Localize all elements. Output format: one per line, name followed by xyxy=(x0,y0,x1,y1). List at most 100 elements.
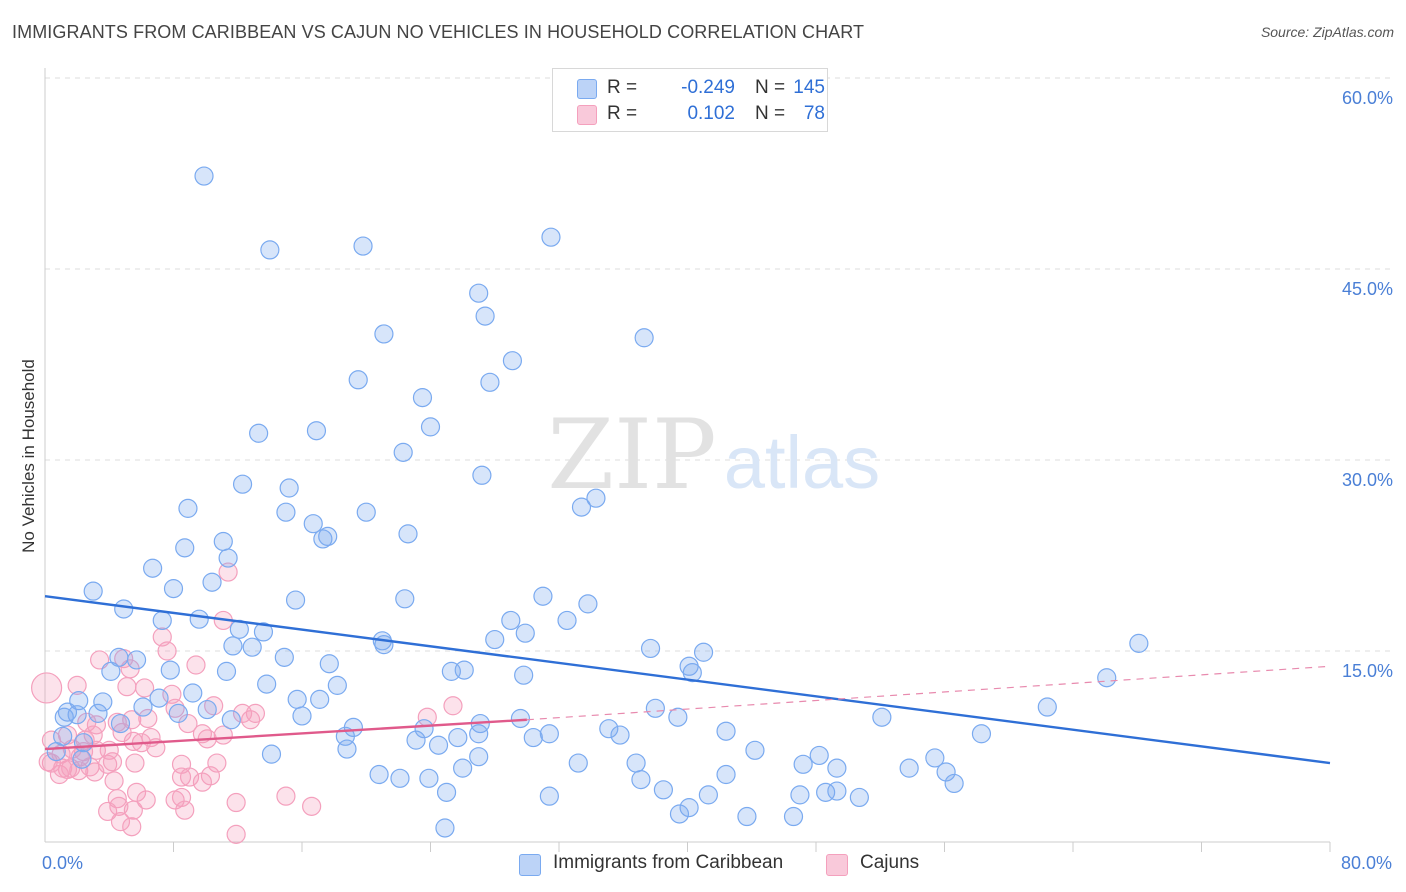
caribbean-point xyxy=(626,753,646,773)
caribbean-point xyxy=(242,637,262,657)
legend-r-value-caribbean: -0.249 xyxy=(681,77,735,98)
source-label: Source: ZipAtlas.com xyxy=(1260,24,1394,40)
caribbean-point xyxy=(1097,668,1117,688)
caribbean-series-points xyxy=(46,166,1149,838)
caribbean-trend-line xyxy=(44,595,1331,765)
caribbean-point xyxy=(69,691,89,711)
caribbean-point xyxy=(83,581,103,601)
caribbean-point xyxy=(395,589,415,609)
caribbean-point xyxy=(101,661,121,681)
caribbean-point xyxy=(54,707,74,727)
caribbean-point xyxy=(420,417,441,437)
caribbean-point xyxy=(319,654,339,674)
chart-title: IMMIGRANTS FROM CARIBBEAN VS CAJUN NO VE… xyxy=(12,22,865,42)
caribbean-point xyxy=(327,675,347,695)
caribbean-point xyxy=(631,770,651,790)
caribbean-point xyxy=(1037,697,1057,717)
caribbean-point xyxy=(253,622,274,642)
caribbean-point xyxy=(944,773,964,794)
caribbean-point xyxy=(353,236,373,256)
cajun-point xyxy=(178,713,198,734)
caribbean-point xyxy=(541,227,561,247)
cajun-point xyxy=(171,767,192,787)
cajun-point xyxy=(122,817,142,837)
legend-swatch-cajuns xyxy=(577,105,597,125)
caribbean-point xyxy=(213,531,233,552)
caribbean-point xyxy=(539,786,559,806)
caribbean-point xyxy=(274,647,294,667)
caribbean-point xyxy=(257,674,277,694)
caribbean-point xyxy=(793,754,813,774)
caribbean-point xyxy=(279,478,299,498)
caribbean-point xyxy=(610,725,630,745)
caribbean-point xyxy=(475,306,495,326)
caribbean-point xyxy=(114,599,134,619)
legend-n-label: N = xyxy=(755,103,786,124)
caribbean-point xyxy=(318,526,338,547)
cajun-point xyxy=(218,562,238,582)
caribbean-point xyxy=(469,283,489,303)
legend-swatch-caribbean xyxy=(577,79,597,99)
caribbean-point xyxy=(436,782,457,802)
caribbean-point xyxy=(533,586,553,606)
tick-labels: 15.0% 30.0% 45.0% 60.0% 0.0% 80.0% xyxy=(42,88,1393,873)
cajun-trend-extension xyxy=(526,665,1331,721)
cajun-point xyxy=(31,672,63,704)
cajun-point xyxy=(302,796,322,816)
caribbean-point xyxy=(249,423,269,443)
watermark-zip: ZIP xyxy=(547,399,716,511)
caribbean-point xyxy=(599,719,619,739)
caribbean-point xyxy=(469,724,489,744)
caribbean-point xyxy=(693,642,714,662)
y-tick-label: 45.0% xyxy=(1342,279,1393,299)
cajun-point xyxy=(241,710,261,730)
caribbean-point xyxy=(285,590,306,610)
caribbean-point xyxy=(568,753,588,773)
caribbean-point xyxy=(669,804,690,824)
caribbean-point xyxy=(557,610,577,631)
y-tick-label: 15.0% xyxy=(1342,661,1393,681)
cajun-point xyxy=(102,752,123,772)
grid-lines xyxy=(45,77,1390,652)
correlation-legend: R = -0.249 N = 145 R = 0.102 N = 78 xyxy=(552,68,828,132)
bottom-legend-label-caribbean: Immigrants from Caribbean xyxy=(553,852,784,873)
cajun-point xyxy=(276,786,296,806)
legend-n-label: N = xyxy=(755,77,786,98)
cajun-point xyxy=(98,801,118,822)
caribbean-point xyxy=(971,724,992,744)
caribbean-point xyxy=(790,785,810,805)
caribbean-point xyxy=(682,663,702,683)
caribbean-point xyxy=(412,388,433,408)
x-tick-label: 80.0% xyxy=(1341,853,1392,873)
caribbean-point xyxy=(261,744,282,764)
caribbean-point xyxy=(221,710,241,730)
caribbean-point xyxy=(679,798,699,818)
cajun-trend-line xyxy=(44,718,527,751)
caribbean-point xyxy=(716,764,736,785)
caribbean-point xyxy=(110,713,131,734)
bottom-legend-swatch-caribbean xyxy=(519,854,541,876)
caribbean-point xyxy=(189,609,209,629)
caribbean-point xyxy=(827,781,847,801)
cajun-point xyxy=(136,790,156,810)
legend-n-value-cajuns: 78 xyxy=(803,103,825,124)
caribbean-point xyxy=(194,166,214,186)
caribbean-point xyxy=(448,727,468,748)
caribbean-point xyxy=(849,787,869,808)
caribbean-point xyxy=(872,707,892,727)
caribbean-point xyxy=(510,708,531,729)
cajun-point xyxy=(192,772,213,792)
cajun-point xyxy=(85,762,105,782)
caribbean-point xyxy=(925,748,945,768)
cajun-point xyxy=(53,758,73,778)
cajun-point xyxy=(123,800,143,820)
caribbean-point xyxy=(899,758,919,778)
caribbean-point xyxy=(645,698,665,718)
cajun-point xyxy=(107,712,127,732)
caribbean-point xyxy=(668,707,688,727)
axes xyxy=(44,68,1331,852)
cajun-point xyxy=(157,641,177,661)
caribbean-point xyxy=(88,703,108,723)
cajun-point xyxy=(165,698,185,718)
